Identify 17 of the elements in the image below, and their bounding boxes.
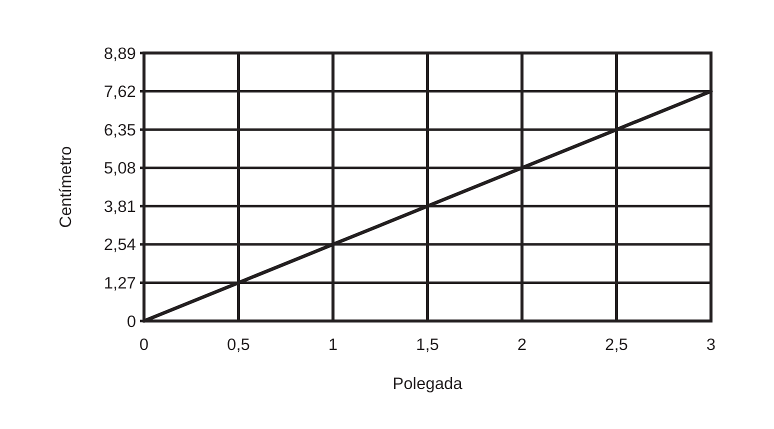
x-tick-label: 2,5 [605, 336, 628, 354]
x-axis-title: Polegada [392, 375, 464, 393]
y-tick-label: 7,62 [104, 83, 136, 102]
x-tick-label: 1,5 [416, 336, 439, 354]
x-tick-label: 1 [328, 336, 338, 354]
x-tick-label: 0,5 [227, 336, 250, 354]
y-axis-title: Centímetro [57, 146, 75, 228]
y-tick-label: 8,89 [104, 44, 136, 63]
y-tick-label: 5,08 [104, 160, 136, 178]
y-tick-label: 6,35 [104, 121, 136, 140]
y-tick-label: 1,27 [104, 274, 136, 292]
y-tick-label: 2,54 [104, 236, 136, 254]
y-tick-label: 0 [126, 312, 136, 331]
y-tick-label: 3,81 [104, 198, 136, 216]
x-tick-label: 0 [139, 336, 149, 354]
x-tick-label: 2 [517, 336, 527, 354]
x-tick-label: 3 [706, 336, 716, 354]
